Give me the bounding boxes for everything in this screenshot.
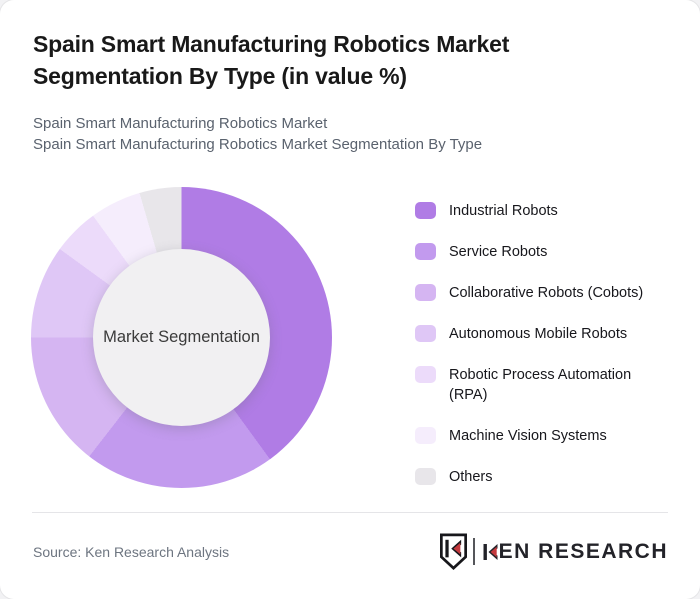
legend-item: Collaborative Robots (Cobots) (415, 283, 690, 303)
legend-item: Robotic Process Automation (RPA) (415, 365, 690, 405)
legend-swatch (415, 366, 436, 383)
legend-label: Service Robots (449, 244, 548, 260)
legend-label: Autonomous Mobile Robots (449, 326, 628, 342)
legend-item: Service Robots (415, 242, 690, 262)
legend-item: Others (415, 467, 690, 487)
chart-subtitle-1: Spain Smart Manufacturing Robotics Marke… (33, 115, 328, 132)
legend-item: Industrial Robots (415, 201, 690, 221)
logo-brand-rest: EN RESEARCH (498, 539, 668, 563)
logo-k-glyph (483, 543, 498, 560)
legend-label: Robotic Process Automation (RPA) (449, 367, 632, 403)
legend-swatch (415, 427, 436, 444)
logo-separator (472, 538, 475, 565)
legend-label: Industrial Robots (449, 203, 558, 219)
legend-swatch (415, 284, 436, 301)
legend-swatch (415, 468, 436, 485)
source-text: Source: Ken Research Analysis (33, 544, 230, 560)
chart-subtitle-2: Spain Smart Manufacturing Robotics Marke… (33, 136, 483, 153)
chart-title: Spain Smart Manufacturing Robotics Marke… (33, 31, 510, 89)
legend-label: Collaborative Robots (Cobots) (449, 285, 644, 301)
chart-legend: Industrial Robots Service Robots Collabo… (415, 201, 690, 508)
legend-label: Machine Vision Systems (449, 428, 607, 444)
ken-research-shield-icon (439, 533, 467, 570)
legend-item: Autonomous Mobile Robots (415, 324, 690, 344)
legend-swatch (415, 243, 436, 260)
legend-swatch (415, 325, 436, 342)
legend-label: Others (449, 469, 493, 485)
legend-swatch (415, 202, 436, 219)
donut-center-label: Market Segmentation (103, 328, 260, 346)
ken-research-logo: EN RESEARCH (439, 533, 668, 570)
legend-item: Machine Vision Systems (415, 426, 690, 446)
donut-chart: Market Segmentation (31, 187, 332, 488)
footer-divider (32, 512, 668, 513)
donut-center: Market Segmentation (93, 249, 270, 426)
logo-brand-text: EN RESEARCH (483, 540, 668, 564)
